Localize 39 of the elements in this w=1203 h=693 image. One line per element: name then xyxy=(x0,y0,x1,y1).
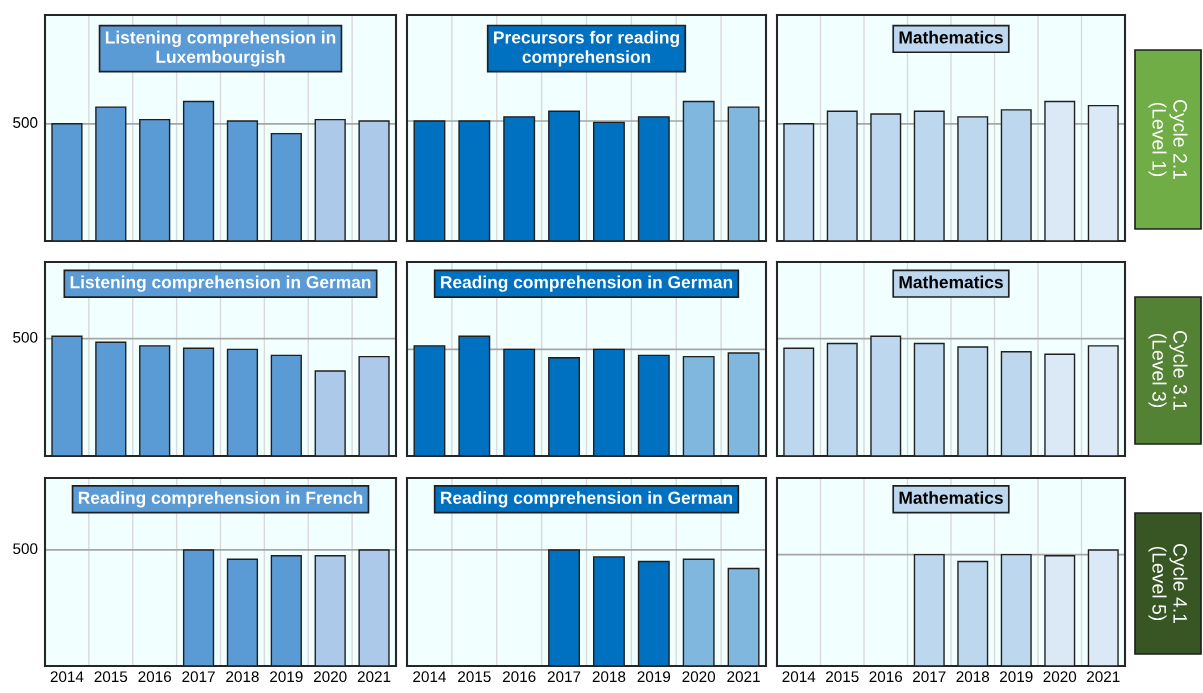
chart-title: Reading comprehension in German xyxy=(441,275,733,292)
x-tick-label: 2014 xyxy=(782,671,816,683)
x-tick-label: 2015 xyxy=(94,671,128,683)
x-tick-label: 2020 xyxy=(1043,671,1077,683)
text: 500 xyxy=(13,543,38,555)
x-tick-label: 2021 xyxy=(1087,671,1120,683)
x-tick-label: 2014 xyxy=(50,671,84,683)
x-tick-label: 2018 xyxy=(226,671,259,683)
x-tick-label: 2019 xyxy=(637,671,671,683)
chart-title: Mathematics xyxy=(899,275,1003,289)
text: Cycle 3.1 (Level 3) xyxy=(1148,330,1188,411)
text: 500 xyxy=(13,331,38,343)
text: Cycle 4.1 (Level 5) xyxy=(1148,543,1188,624)
text: Cycle 2.1 (Level 1) xyxy=(1148,99,1188,180)
x-tick-label: 2015 xyxy=(458,671,491,683)
chart-title: Mathematics xyxy=(899,30,1003,44)
x-tick-label: 2018 xyxy=(956,671,990,683)
x-tick-label: 2019 xyxy=(1000,671,1033,683)
chart-title: Precursors for reading comprehension xyxy=(494,30,679,67)
x-tick-label: 2021 xyxy=(357,671,391,683)
x-tick-label: 2017 xyxy=(547,671,581,683)
x-tick-label: 2019 xyxy=(270,671,303,683)
x-tick-label: 2020 xyxy=(682,671,716,683)
x-tick-label: 2016 xyxy=(869,671,903,683)
x-tick-label: 2021 xyxy=(727,671,760,683)
x-tick-label: 2014 xyxy=(413,671,446,683)
text: 500 xyxy=(13,117,38,128)
x-tick-label: 2017 xyxy=(913,671,946,683)
x-tick-label: 2017 xyxy=(182,671,215,683)
chart-title: Mathematics xyxy=(899,491,1003,504)
x-tick-label: 2015 xyxy=(826,671,859,683)
chart-title: Reading comprehension in German xyxy=(441,491,733,508)
x-tick-label: 2020 xyxy=(313,671,347,683)
x-tick-label: 2018 xyxy=(592,671,626,683)
x-tick-label: 2016 xyxy=(138,671,172,683)
chart-title: Listening comprehension in Luxembourgish xyxy=(105,30,336,67)
chart-title: Listening comprehension in German xyxy=(70,275,371,292)
x-tick-label: 2016 xyxy=(502,671,536,683)
chart-title: Reading comprehension in French xyxy=(78,491,363,508)
